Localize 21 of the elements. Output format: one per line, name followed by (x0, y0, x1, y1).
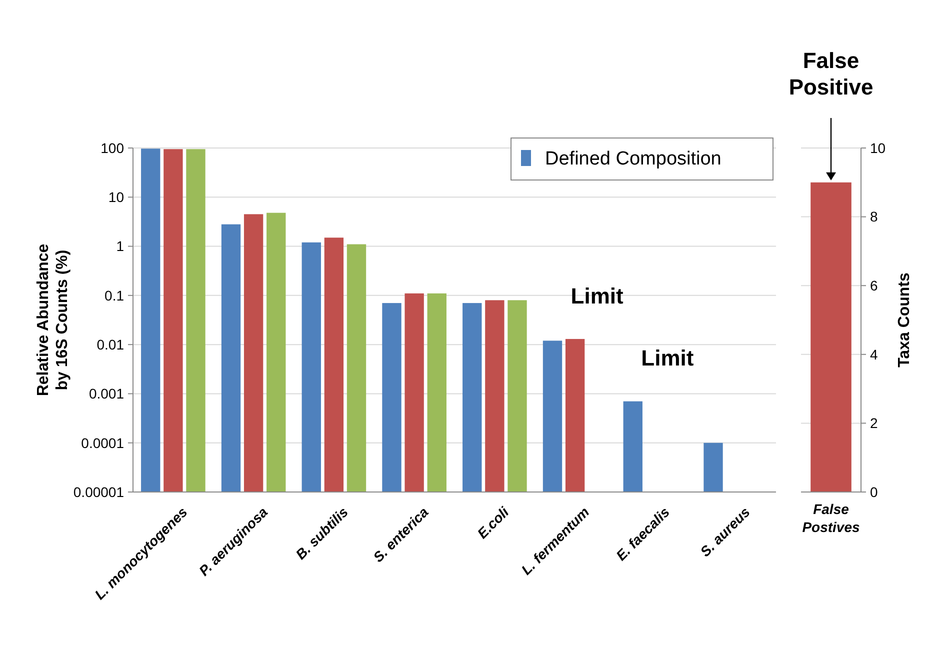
annotation: Limit (570, 284, 624, 309)
y-tick-label: 0.0001 (81, 434, 124, 451)
y2-axis-title: Taxa Counts (896, 272, 913, 368)
x-tick-label: False Postives (802, 501, 860, 536)
text: False Positive (788, 48, 874, 100)
y-tick-label: 10 (108, 189, 124, 206)
y2-tick-label: 4 (870, 346, 878, 362)
y-tick-label: 100 (100, 140, 124, 156)
y2-tick-label: 6 (870, 278, 878, 294)
y2-tick-label: 2 (870, 415, 878, 432)
y-tick-label: 0.1 (104, 287, 124, 304)
y2-tick-label: 10 (870, 140, 886, 156)
y2-tick-label: 0 (870, 484, 878, 500)
y-tick-label: 1 (116, 238, 124, 254)
y-tick-label: 0.001 (88, 386, 124, 402)
y-axis-title: Relative Abundance by 16S Counts (%) (35, 244, 72, 396)
legend-label: Defined Composition (545, 148, 722, 170)
y2-tick-label: 8 (870, 208, 878, 225)
y-tick-label: 0.01 (96, 336, 124, 352)
annotation: Limit (641, 346, 694, 371)
y-tick-label: 0.00001 (73, 484, 124, 500)
